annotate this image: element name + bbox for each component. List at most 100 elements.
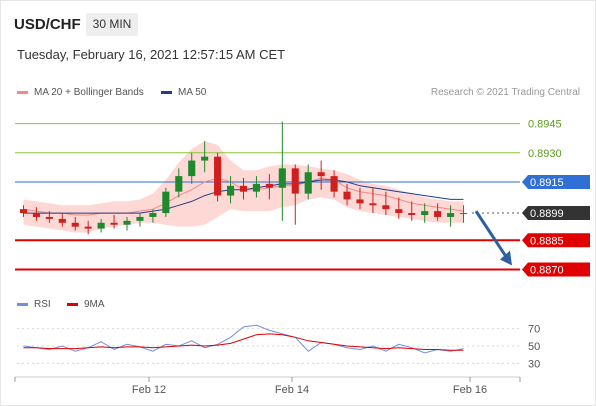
candle [58,213,66,227]
rsi-tick-70: 70 [528,324,540,336]
candle [395,197,403,219]
candle-body [421,211,429,215]
candle-body [356,199,364,204]
candle [343,183,351,206]
candle-body [32,213,40,217]
instrument-title: USD/CHF [14,16,81,33]
legend-ma50-label: MA 50 [178,87,207,98]
candle-body [343,191,351,200]
candle-body [408,213,416,215]
candle [84,220,92,235]
candle [201,141,209,173]
legend-rsi: RSI [17,299,51,310]
legend-rsi-label: RSI [34,299,51,310]
rsi-ma-line [23,333,464,351]
candle [188,152,196,184]
candle-body [123,220,131,225]
candle [330,170,338,198]
rsi-tick-30: 30 [528,358,540,370]
candle-body [162,191,170,214]
rsi-tick-50: 50 [528,341,540,353]
candle-body [58,218,66,223]
candle-body [459,213,468,215]
candle [239,178,248,200]
candle-body [214,156,222,196]
candle [382,191,390,215]
credit-text: Research © 2021 Trading Central [430,87,580,98]
x-tick-label: Feb 16 [453,384,487,396]
candle [278,121,286,221]
candle [32,207,40,221]
level-tag-text-0.8915: 0.8915 [530,177,564,189]
candle [45,211,53,223]
level-tag-0.8899 [522,206,590,221]
candle-body [252,183,261,192]
level-tag-0.8915 [522,174,590,189]
candle-body [304,172,312,194]
candle [369,187,377,214]
candle-body [97,222,105,229]
legend-ma9-label: 9MA [84,299,105,310]
candle [71,216,79,231]
ma9-swatch [67,303,78,306]
x-tick-label: Feb 14 [275,384,309,396]
candle-body [175,176,183,192]
level-tag-text-0.8870: 0.8870 [530,264,564,276]
level-tag-text-0.8885: 0.8885 [530,235,564,247]
candle-body [447,213,455,217]
candle [434,203,442,221]
level-label-0.8945: 0.8945 [528,119,562,131]
ma20-swatch [17,91,28,94]
candle [214,152,222,202]
candle [265,174,273,200]
candle-body [317,172,325,177]
level-label-0.8930: 0.8930 [528,148,562,160]
legend-ma20: MA 20 + Bollinger Bands [17,87,144,98]
forecast-arrow-shaft [474,210,510,261]
candle [421,203,429,223]
candle-body [239,185,248,192]
candle-body [188,160,196,177]
candle-body [382,205,390,210]
candle [19,205,28,217]
candle-body [226,185,235,196]
candle-body [110,222,118,225]
timeframe-badge[interactable]: 30 MIN [86,13,138,36]
candle [408,201,416,221]
candle-body [71,222,79,227]
candle [226,176,235,204]
forecast-arrow-head [500,250,512,266]
candle [149,209,157,223]
candle-body [291,168,299,194]
legend-ma9: 9MA [67,299,105,310]
candle [123,216,131,231]
candle-body [136,216,144,221]
x-tick-label: Feb 12 [132,384,166,396]
candle-body [369,203,377,206]
candle [162,187,170,217]
candle [356,187,364,210]
candle-body [330,176,338,192]
candle [252,176,261,198]
legend-ma50: MA 50 [161,87,206,98]
candle [317,160,325,190]
ma50-swatch [161,91,172,94]
level-tag-0.8885 [522,233,590,248]
candle-body [84,226,92,229]
candle [110,215,118,229]
candle-body [265,183,273,188]
candle-body [278,168,286,188]
candle-body [149,213,157,217]
candle-body [201,156,209,161]
level-tag-0.8870 [522,262,590,277]
level-tag-text-0.8899: 0.8899 [530,208,564,220]
candle [459,205,468,223]
timestamp: Tuesday, February 16, 2021 12:57:15 AM C… [17,47,286,62]
legend-ma20-label: MA 20 + Bollinger Bands [34,87,144,98]
candle [136,213,144,227]
candle [175,168,183,198]
candle [447,205,455,227]
candle [97,218,105,233]
candle-body [19,209,28,214]
